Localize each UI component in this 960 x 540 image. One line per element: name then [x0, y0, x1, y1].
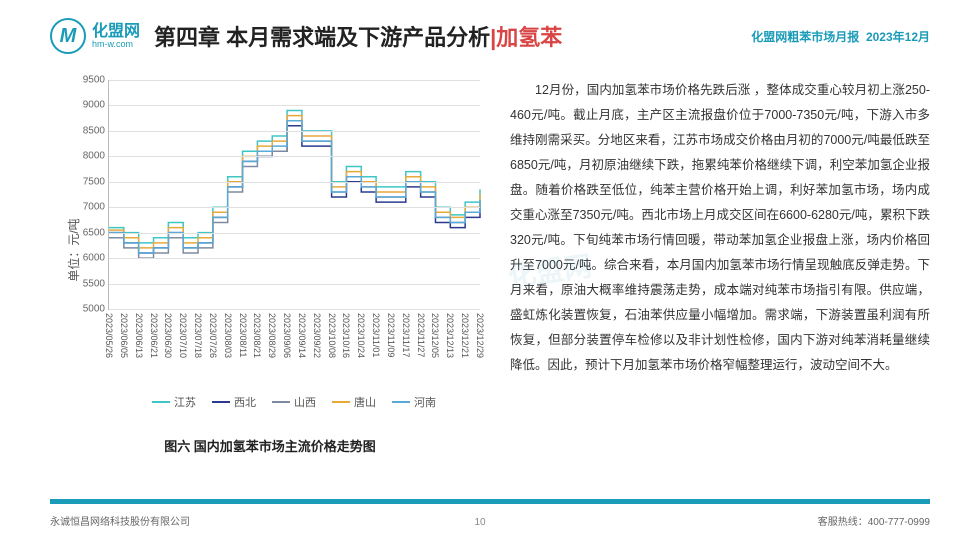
xtick-label: 2023/12/13 — [445, 313, 455, 358]
xtick-label: 2023/06/13 — [134, 313, 144, 358]
legend-label: 山西 — [294, 394, 316, 410]
xtick-label: 2023/09/22 — [312, 313, 322, 358]
xtick-label: 2023/09/06 — [282, 313, 292, 358]
header-right: 化盟网粗苯市场月报 2023年12月 — [751, 28, 930, 45]
gridline — [109, 131, 480, 132]
legend-swatch — [272, 401, 290, 403]
ytick-label: 8000 — [83, 151, 109, 162]
legend-item: 河南 — [392, 394, 436, 410]
gridline — [109, 309, 480, 310]
gridline — [109, 233, 480, 234]
xtick-label: 2023/12/21 — [460, 313, 470, 358]
chart-caption: 图六 国内加氢苯市场主流价格走势图 — [50, 436, 490, 455]
content: 单位：元/吨 500055006000650070007500800085009… — [50, 70, 930, 485]
gridline — [109, 182, 480, 183]
ytick-label: 5500 — [83, 278, 109, 289]
xtick-label: 2023/11/17 — [401, 313, 411, 357]
chart-plot: 5000550060006500700075008000850090009500… — [108, 80, 480, 310]
legend-label: 唐山 — [354, 394, 376, 410]
xtick-label: 2023/07/26 — [208, 313, 218, 358]
xtick-label: 2023/08/29 — [267, 313, 277, 358]
legend-swatch — [212, 401, 230, 403]
legend-item: 山西 — [272, 394, 316, 410]
xtick-label: 2023/11/09 — [386, 313, 396, 357]
legend-label: 江苏 — [174, 394, 196, 410]
chapter-title-pre: 第四章 本月需求端及下游产品分析 — [154, 25, 490, 50]
logo-icon: M — [50, 18, 86, 54]
chart-column: 单位：元/吨 500055006000650070007500800085009… — [50, 70, 490, 485]
footer: 永诚恒昌网络科技股份有限公司 客服热线：400-777-0999 — [50, 513, 930, 528]
logo-text: 化盟网 hm-w.com — [92, 24, 140, 49]
chart-wrap: 单位：元/吨 500055006000650070007500800085009… — [50, 70, 490, 430]
legend-item: 唐山 — [332, 394, 376, 410]
footer-hotline: 客服热线：400-777-0999 — [818, 513, 930, 528]
chapter-title: 第四章 本月需求端及下游产品分析|加氢苯 — [154, 20, 562, 52]
chart-legend: 江苏 西北 山西 唐山 河南 — [108, 394, 480, 410]
legend-swatch — [152, 401, 170, 403]
xtick-label: 2023/11/27 — [416, 313, 426, 357]
ytick-label: 8500 — [83, 125, 109, 136]
gridline — [109, 80, 480, 81]
report-name: 化盟网粗苯市场月报 — [751, 30, 859, 44]
accent-bar — [50, 499, 930, 504]
header: M 化盟网 hm-w.com 第四章 本月需求端及下游产品分析|加氢苯 化盟网粗… — [50, 18, 930, 54]
xtick-label: 2023/06/05 — [119, 313, 129, 358]
logo-block: M 化盟网 hm-w.com 第四章 本月需求端及下游产品分析|加氢苯 — [50, 18, 562, 54]
report-date: 2023年12月 — [866, 30, 930, 44]
legend-swatch — [332, 401, 350, 403]
gridline — [109, 207, 480, 208]
xtick-label: 2023/10/24 — [356, 313, 366, 358]
ytick-label: 7500 — [83, 176, 109, 187]
yaxis-label: 单位：元/吨 — [65, 218, 82, 281]
xtick-label: 2023/11/01 — [371, 313, 381, 357]
ytick-label: 7000 — [83, 202, 109, 213]
logo-cn: 化盟网 — [92, 24, 140, 40]
ytick-label: 6000 — [83, 253, 109, 264]
gridline — [109, 156, 480, 157]
xtick-label: 2023/07/18 — [193, 313, 203, 358]
legend-item: 西北 — [212, 394, 256, 410]
xtick-label: 2023/08/03 — [223, 313, 233, 358]
gridline — [109, 284, 480, 285]
chapter-title-highlight: |加氢苯 — [490, 25, 562, 50]
ytick-label: 6500 — [83, 227, 109, 238]
xtick-label: 2023/09/14 — [297, 313, 307, 358]
xtick-label: 2023/10/16 — [341, 313, 351, 358]
series-line — [109, 126, 480, 253]
xtick-label: 2023/12/05 — [430, 313, 440, 358]
xtick-label: 2023/07/10 — [178, 313, 188, 358]
logo-en: hm-w.com — [92, 40, 140, 49]
xtick-label: 2023/06/21 — [149, 313, 159, 358]
xtick-label: 2023/12/29 — [475, 313, 485, 358]
legend-swatch — [392, 401, 410, 403]
ytick-label: 9500 — [83, 75, 109, 86]
xtick-label: 2023/10/08 — [327, 313, 337, 358]
xtick-label: 2023/05/26 — [104, 313, 114, 358]
chart-lines-svg — [109, 80, 480, 309]
legend-item: 江苏 — [152, 394, 196, 410]
xtick-label: 2023/06/30 — [163, 313, 173, 358]
xtick-label: 2023/08/21 — [252, 313, 262, 358]
ytick-label: 9000 — [83, 100, 109, 111]
footer-company: 永诚恒昌网络科技股份有限公司 — [50, 513, 190, 528]
gridline — [109, 258, 480, 259]
legend-label: 西北 — [234, 394, 256, 410]
gridline — [109, 105, 480, 106]
body-paragraph: 12月份，国内加氢苯市场价格先跌后涨 ，整体成交重心较月初上涨250-460元/… — [510, 78, 930, 378]
page-number: 10 — [474, 517, 485, 528]
xtick-label: 2023/08/11 — [238, 313, 248, 357]
body-text-column: 12月份，国内加氢苯市场价格先跌后涨 ，整体成交重心较月初上涨250-460元/… — [510, 70, 930, 485]
legend-label: 河南 — [414, 394, 436, 410]
